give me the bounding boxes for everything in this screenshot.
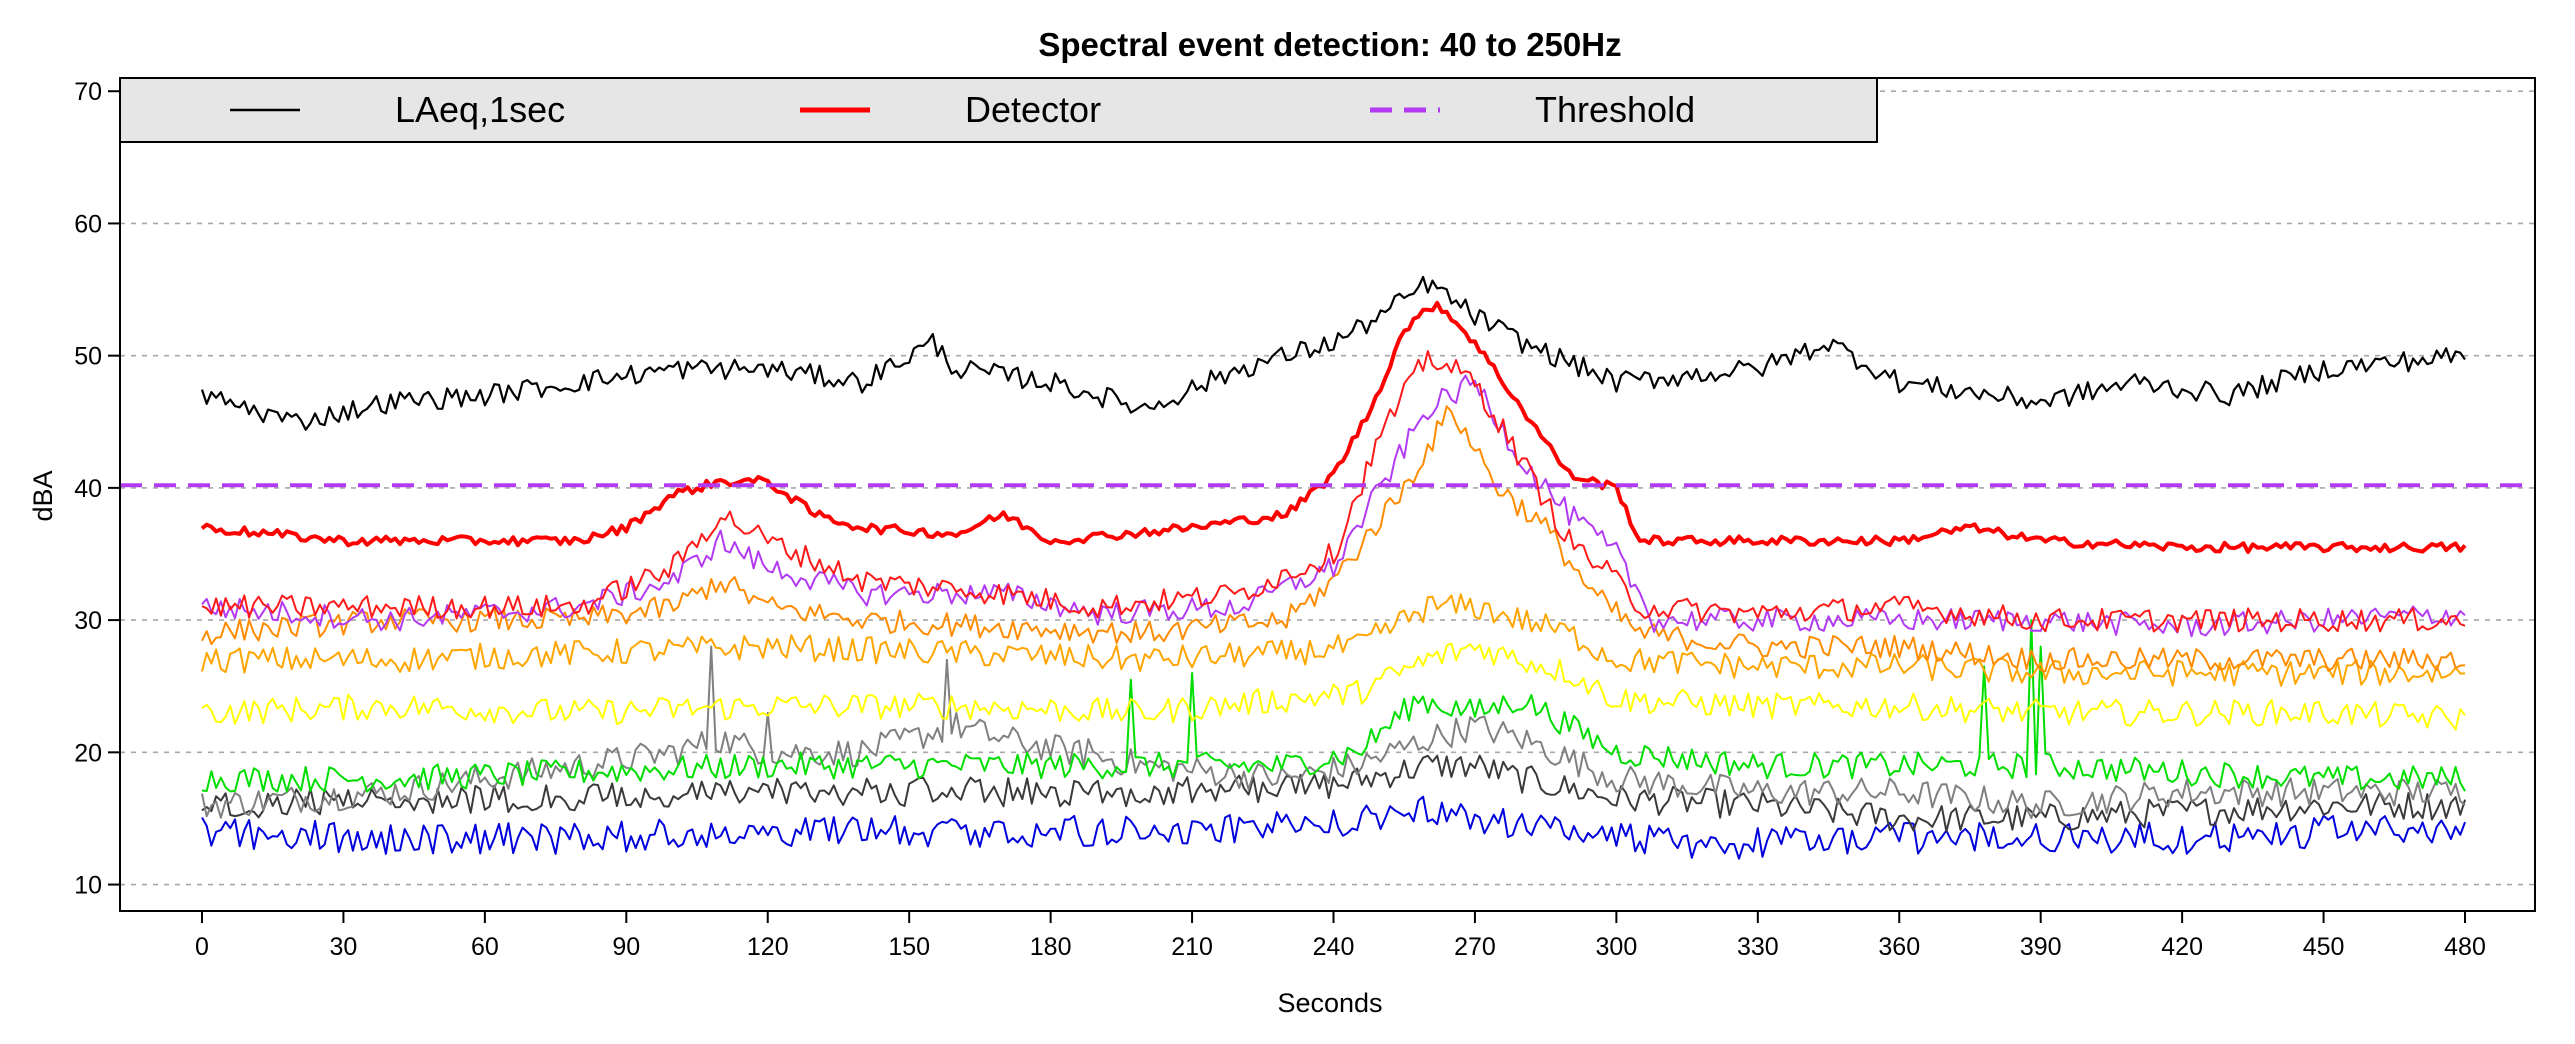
plot-frame — [119, 77, 2536, 912]
x-tick-label: 360 — [1878, 933, 1920, 961]
y-axis: 10 20 30 40 50 60 70 — [74, 78, 120, 900]
legend-box — [119, 77, 1878, 143]
x-tick-label: 30 — [330, 933, 358, 961]
series-line-band-magenta — [201, 374, 2466, 638]
series-line-band-dark — [201, 754, 2466, 833]
x-tick-label: 150 — [888, 933, 930, 961]
legend-label: Detector — [965, 89, 1101, 130]
y-axis-title: dBA — [28, 470, 58, 521]
y-tick-label: 50 — [74, 343, 102, 371]
x-tick-label: 120 — [747, 933, 789, 961]
x-axis-title: Seconds — [1277, 988, 1382, 1018]
series-group — [200, 275, 2467, 860]
x-tick-label: 0 — [195, 933, 209, 961]
y-tick-label: 30 — [74, 607, 102, 635]
y-tick-label: 60 — [74, 210, 102, 238]
x-tick-label: 210 — [1171, 933, 1213, 961]
y-tick-label: 70 — [74, 78, 102, 106]
y-tick-label: 20 — [74, 739, 102, 767]
series-line-detector — [200, 300, 2467, 554]
x-tick-label: 390 — [2020, 933, 2062, 961]
y-tick-label: 40 — [74, 475, 102, 503]
chart-title: Spectral event detection: 40 to 250Hz — [1038, 26, 1621, 63]
x-tick-label: 90 — [612, 933, 640, 961]
x-tick-label: 300 — [1596, 933, 1638, 961]
x-tick-label: 180 — [1030, 933, 1072, 961]
series-line-band-yellow — [201, 642, 2466, 731]
legend: LAeq,1sec Detector Threshold — [119, 77, 1878, 143]
x-tick-label: 450 — [2303, 933, 2345, 961]
series-line-band-green — [201, 619, 2466, 793]
y-tick-label: 10 — [74, 872, 102, 900]
x-tick-label: 240 — [1313, 933, 1355, 961]
x-tick-label: 270 — [1454, 933, 1496, 961]
legend-label: LAeq,1sec — [395, 89, 565, 130]
series-line-band-orange — [201, 593, 2465, 687]
x-tick-label: 60 — [471, 933, 499, 961]
x-axis: 0 30 60 90 120 150 180 210 240 270 300 330 360 390 420… — [195, 911, 2486, 961]
legend-label: Threshold — [1535, 89, 1695, 130]
series-line-band-blue — [201, 795, 2466, 860]
x-tick-label: 480 — [2444, 933, 2486, 961]
x-tick-label: 330 — [1737, 933, 1779, 961]
x-tick-label: 420 — [2161, 933, 2203, 961]
series-line-band-red — [201, 350, 2466, 633]
series-line-laeq-1sec — [200, 275, 2466, 431]
gridlines — [120, 90, 2535, 886]
series-line-band-gray — [201, 645, 2466, 819]
